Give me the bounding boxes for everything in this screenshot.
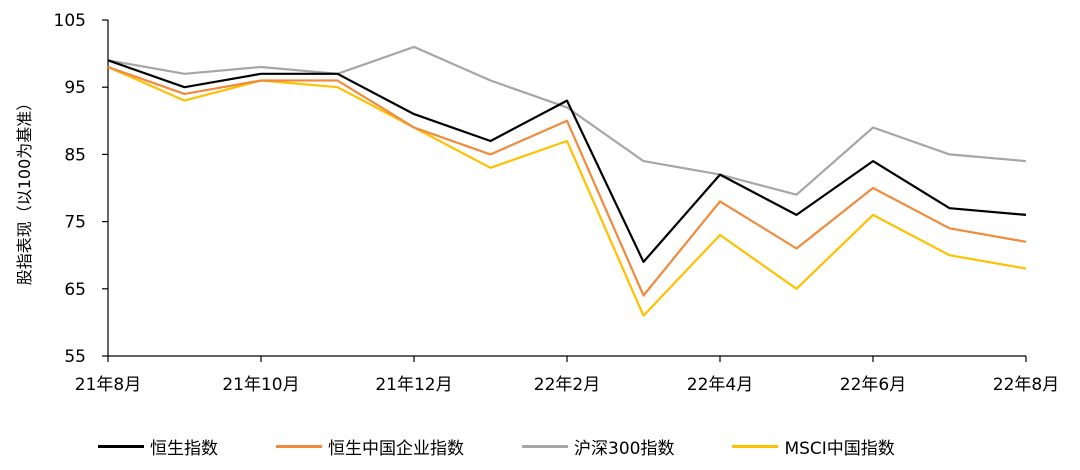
x-tick-label: 21年10月 — [222, 375, 299, 395]
legend-swatch — [732, 445, 779, 448]
x-tick-label: 22年2月 — [534, 375, 600, 395]
y-tick-label: 105 — [54, 11, 86, 31]
legend-label: 恒生指数 — [150, 439, 218, 459]
x-tick-label: 22年8月 — [993, 375, 1059, 395]
y-tick-label: 95 — [64, 78, 86, 98]
y-axis: 55 65 75 85 95 105 — [54, 11, 109, 367]
series-line-3 — [107, 65, 1027, 317]
legend-item: 恒生中国企业指数 — [276, 434, 464, 459]
x-tick-label: 21年12月 — [375, 375, 452, 395]
legend-label: 恒生中国企业指数 — [328, 439, 464, 459]
y-tick-label: 85 — [64, 145, 86, 165]
legend-swatch — [276, 445, 322, 448]
x-tick-label: 22年4月 — [687, 375, 753, 395]
series-line-1 — [107, 65, 1027, 297]
legend-label: 沪深300指数 — [574, 439, 675, 459]
x-axis: 21年8月 21年10月 21年12月 22年2月 22年4月 22年6月 22年8月 — [75, 355, 1059, 395]
legend-label: MSCI中国指数 — [784, 439, 895, 459]
legend-item: MSCI中国指数 — [732, 434, 895, 459]
legend-item: 沪深300指数 — [522, 434, 674, 459]
series-lines — [107, 45, 1027, 317]
series-line-0 — [107, 59, 1027, 263]
y-axis-label: 股指表现（以100为基准） — [15, 95, 34, 286]
y-tick-label: 65 — [64, 280, 86, 300]
series-line-2 — [107, 45, 1027, 196]
y-tick-label: 55 — [64, 347, 86, 367]
chart-legend: 恒生指数 恒生中国企业指数 沪深300指数 MSCI中国指数 — [98, 434, 895, 459]
x-tick-label: 21年8月 — [75, 375, 141, 395]
y-tick-label: 75 — [64, 213, 86, 233]
legend-item: 恒生指数 — [98, 434, 218, 459]
x-tick-label: 22年6月 — [840, 375, 906, 395]
legend-swatch — [522, 445, 568, 448]
legend-swatch — [98, 445, 144, 448]
